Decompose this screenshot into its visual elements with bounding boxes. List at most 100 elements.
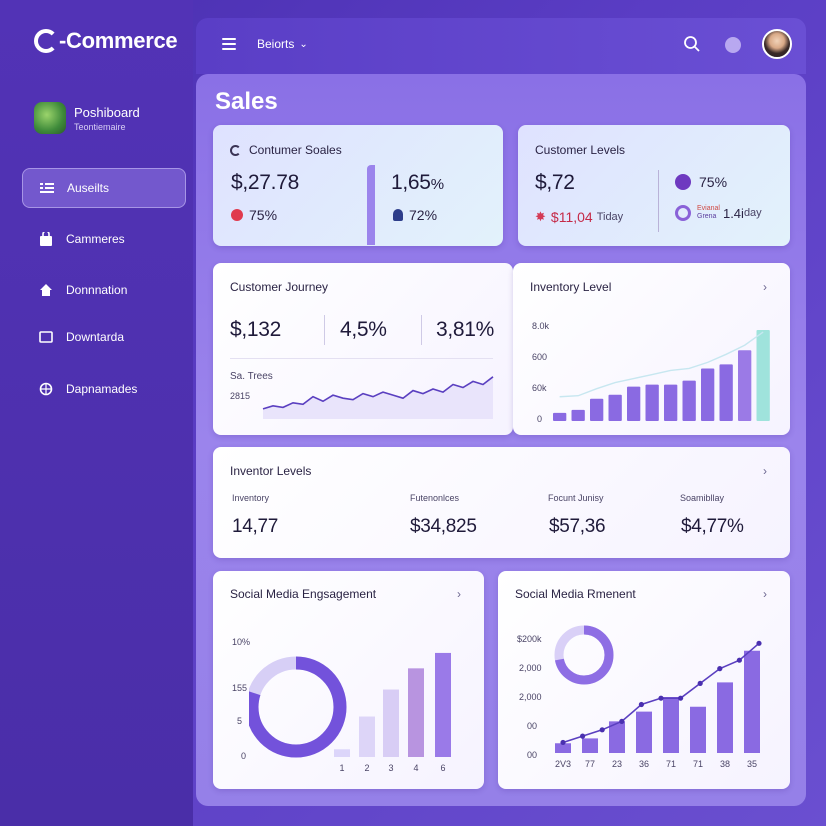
stat-sub-2-value: 72% — [409, 207, 438, 223]
rmement-bar — [555, 743, 571, 753]
list-icon — [39, 180, 55, 196]
engagement-bar — [359, 716, 375, 757]
rmement-point — [619, 718, 625, 724]
sidebar-nav: Auseilts Cammeres Donnnation Downtarda D… — [22, 168, 186, 420]
rmement-bar — [663, 697, 679, 753]
metric-label: Focunt Junisy — [548, 493, 604, 503]
avatar[interactable] — [762, 29, 792, 59]
social-engagement-card[interactable]: Social Media Engsagement › 10% 155 5 0 1… — [213, 571, 484, 789]
star-icon: ✸ — [535, 209, 546, 224]
rmement-point — [599, 727, 605, 733]
card-divider — [367, 165, 375, 245]
inventory-bar — [664, 384, 678, 421]
card-title: Customer Levels — [535, 143, 626, 157]
rmement-bar — [717, 682, 733, 753]
brand-logo-icon — [34, 29, 58, 53]
y-tick: 0 — [241, 751, 247, 761]
stat-sub-value: $11,04 — [550, 209, 593, 225]
metric-value: $34,825 — [410, 516, 477, 537]
reports-dropdown[interactable]: Beiorts ⌄ — [257, 37, 308, 51]
chevron-right-icon[interactable]: › — [763, 587, 767, 601]
sidebar-item-label: Donnnation — [66, 283, 128, 297]
stat-value-2-unit: % — [430, 176, 444, 193]
inventory-bar — [553, 412, 567, 421]
card-title: Inventor Levels — [230, 464, 312, 478]
y-tick: $200k — [517, 634, 542, 644]
social-rmement-card[interactable]: Social Media Rmenent › $200k 2,000 2,000… — [498, 571, 790, 789]
chevron-right-icon[interactable]: › — [763, 280, 767, 294]
y-tick: 10% — [232, 637, 251, 647]
menu-icon[interactable] — [222, 38, 236, 50]
globe-icon — [38, 381, 54, 397]
pct-row: 75% — [675, 174, 727, 190]
metric-value: $4,77% — [681, 516, 744, 537]
pct-value: 75% — [699, 174, 728, 190]
search-icon[interactable] — [683, 35, 701, 53]
badge-line-2: Grena — [697, 213, 717, 220]
inventory-bar — [719, 364, 733, 421]
rmement-bar — [744, 650, 760, 753]
customer-journey-card[interactable]: Customer Journey $,132 4,5% 3,81% Sa. Tr… — [213, 263, 513, 435]
inventor-levels-card[interactable]: Inventor Levels › Inventory 14,77 Futeno… — [213, 447, 790, 558]
chevron-down-icon: ⌄ — [299, 38, 308, 50]
flag-icon — [231, 209, 243, 221]
sidebar-item-auseilts[interactable]: Auseilts — [22, 168, 186, 208]
rmement-point — [756, 640, 762, 646]
y-tick: 00 — [527, 721, 538, 731]
x-tick: 4 — [413, 763, 418, 773]
sidebar-item-donnnation[interactable]: Donnnation — [22, 270, 186, 310]
divider — [324, 315, 325, 345]
sidebar-item-dapnamades[interactable]: Dapnamades — [22, 369, 186, 409]
brand[interactable]: -Commerce — [34, 28, 178, 54]
profile[interactable]: Poshiboard Teontiemaire — [34, 102, 140, 134]
divider — [230, 358, 493, 359]
chevron-right-icon[interactable]: › — [763, 464, 767, 478]
y-tick: 600 — [532, 352, 548, 362]
notification-icon[interactable] — [725, 37, 741, 53]
x-tick: 2 — [364, 763, 369, 773]
y-tick: 2,000 — [519, 663, 542, 673]
stat-sub: ✸ $11,04 Tiday — [535, 209, 623, 225]
stat-value-2: 1,65% — [391, 171, 444, 195]
sidebar-item-cammeres[interactable]: Cammeres — [22, 219, 186, 259]
consumer-sales-card[interactable]: Contumer Soales $,27.78 75% 1,65% 72% — [213, 125, 503, 246]
card-title: Social Media Engsagement — [230, 587, 377, 601]
x-tick: 38 — [720, 759, 730, 769]
x-tick: 6 — [440, 763, 445, 773]
stat-sub-label: Tiday — [596, 211, 624, 223]
card-title: Social Media Rmenent — [515, 587, 636, 601]
rmement-point — [697, 680, 703, 686]
person-icon — [393, 209, 403, 221]
inventory-bar — [627, 386, 641, 421]
divider — [421, 315, 422, 345]
engagement-chart: 1 2 3 4 6 — [249, 652, 451, 773]
customer-levels-card[interactable]: Customer Levels $,72 ✸ $11,04 Tiday 75% … — [518, 125, 790, 246]
chart-label: Sa. Trees — [230, 371, 273, 382]
sidebar-item-downtarda[interactable]: Downtarda — [22, 317, 186, 357]
x-tick: 71 — [666, 759, 676, 769]
chevron-right-icon[interactable]: › — [457, 587, 461, 601]
inventory-bar — [701, 368, 715, 421]
inventory-bar-chart — [553, 330, 770, 421]
inventory-level-card[interactable]: Inventory Level › 8.0k 600 60k 0 — [513, 263, 790, 435]
sidebar-item-label: Dapnamades — [66, 382, 138, 396]
journey-stat-3: 3,81% — [436, 318, 495, 341]
donut-value — [554, 625, 614, 685]
tag-icon — [675, 174, 691, 190]
rmement-point — [638, 701, 644, 708]
rmement-point — [580, 733, 586, 739]
sidebar: -Commerce Poshiboard Teontiemaire Auseil… — [0, 0, 193, 826]
x-tick: 71 — [693, 759, 703, 769]
home-icon — [38, 282, 54, 298]
plant-icon — [34, 102, 66, 134]
stat-sub: 75% — [231, 207, 277, 223]
x-tick: 77 — [585, 759, 595, 769]
engagement-bar — [383, 689, 399, 757]
inventory-bar — [682, 380, 696, 421]
inventory-bar — [608, 394, 622, 421]
main-panel: Sales Contumer Soales $,27.78 75% 1,65% … — [196, 74, 806, 806]
rmement-point — [736, 657, 742, 663]
card-divider — [658, 170, 659, 232]
badge-value: 1.4i — [722, 205, 744, 221]
page-title: Sales — [215, 88, 278, 115]
